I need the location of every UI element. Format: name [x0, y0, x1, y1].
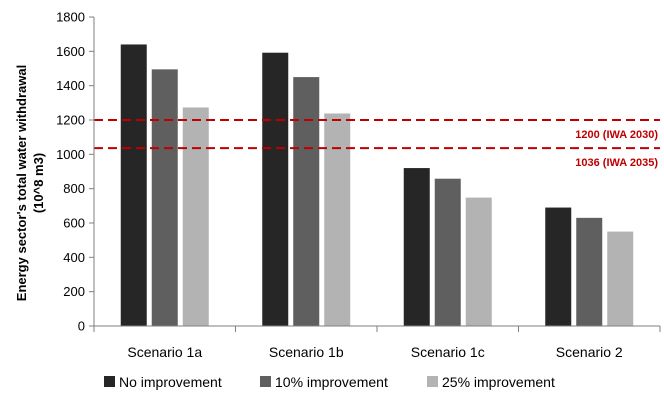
- y-tick-label: 0: [78, 319, 85, 334]
- y-axis-label-line: Energy sector's total water withdrawal: [14, 65, 29, 301]
- bar: [576, 217, 603, 326]
- y-tick-label: 1400: [56, 78, 85, 93]
- legend-label: 10% improvement: [275, 374, 388, 390]
- bar: [324, 113, 351, 326]
- legend: No improvement 10% improvement 25% improve…: [104, 374, 555, 390]
- y-tick-label: 1000: [56, 147, 85, 162]
- x-category-label: Scenario 2: [556, 344, 623, 360]
- x-axis-categories: Scenario 1a Scenario 1b Scenario 1c Scenari…: [127, 344, 623, 360]
- y-tick-label: 1600: [56, 44, 85, 59]
- legend-label: No improvement: [119, 374, 222, 390]
- bar: [151, 69, 178, 326]
- y-axis-ticks: 0 200 400 600 800 1000 1200 1400 1600 1800: [56, 10, 94, 334]
- bar: [262, 52, 289, 326]
- y-tick-label: 1800: [56, 10, 85, 25]
- reference-lines: 1200 (IWA 2030) 1036 (IWA 2035): [94, 119, 660, 169]
- legend-swatch: [104, 376, 115, 387]
- x-category-label: Scenario 1c: [411, 344, 485, 360]
- bar: [545, 207, 572, 326]
- legend-label: 25% improvement: [442, 374, 555, 390]
- bar: [434, 178, 461, 326]
- axes: [93, 17, 661, 332]
- x-category-label: Scenario 1a: [127, 344, 202, 360]
- y-tick-label: 800: [63, 181, 85, 196]
- y-tick-label: 200: [63, 284, 85, 299]
- reference-line-label: 1200 (IWA 2030): [575, 129, 658, 141]
- legend-swatch: [427, 376, 438, 387]
- bar: [120, 44, 147, 326]
- y-tick-label: 400: [63, 250, 85, 265]
- legend-swatch: [260, 376, 271, 387]
- bar: [465, 197, 492, 326]
- bar: [403, 168, 430, 326]
- y-axis-label: Energy sector's total water withdrawal (1…: [14, 65, 46, 301]
- reference-line-label: 1036 (IWA 2035): [575, 157, 658, 169]
- y-axis-label-line: (10^8 m3): [31, 153, 46, 213]
- y-tick-label: 600: [63, 216, 85, 231]
- bar: [607, 231, 634, 326]
- x-category-label: Scenario 1b: [269, 344, 344, 360]
- bar: [182, 107, 209, 327]
- bars: [120, 44, 634, 327]
- bar: [293, 77, 320, 326]
- y-tick-label: 1200: [56, 113, 85, 128]
